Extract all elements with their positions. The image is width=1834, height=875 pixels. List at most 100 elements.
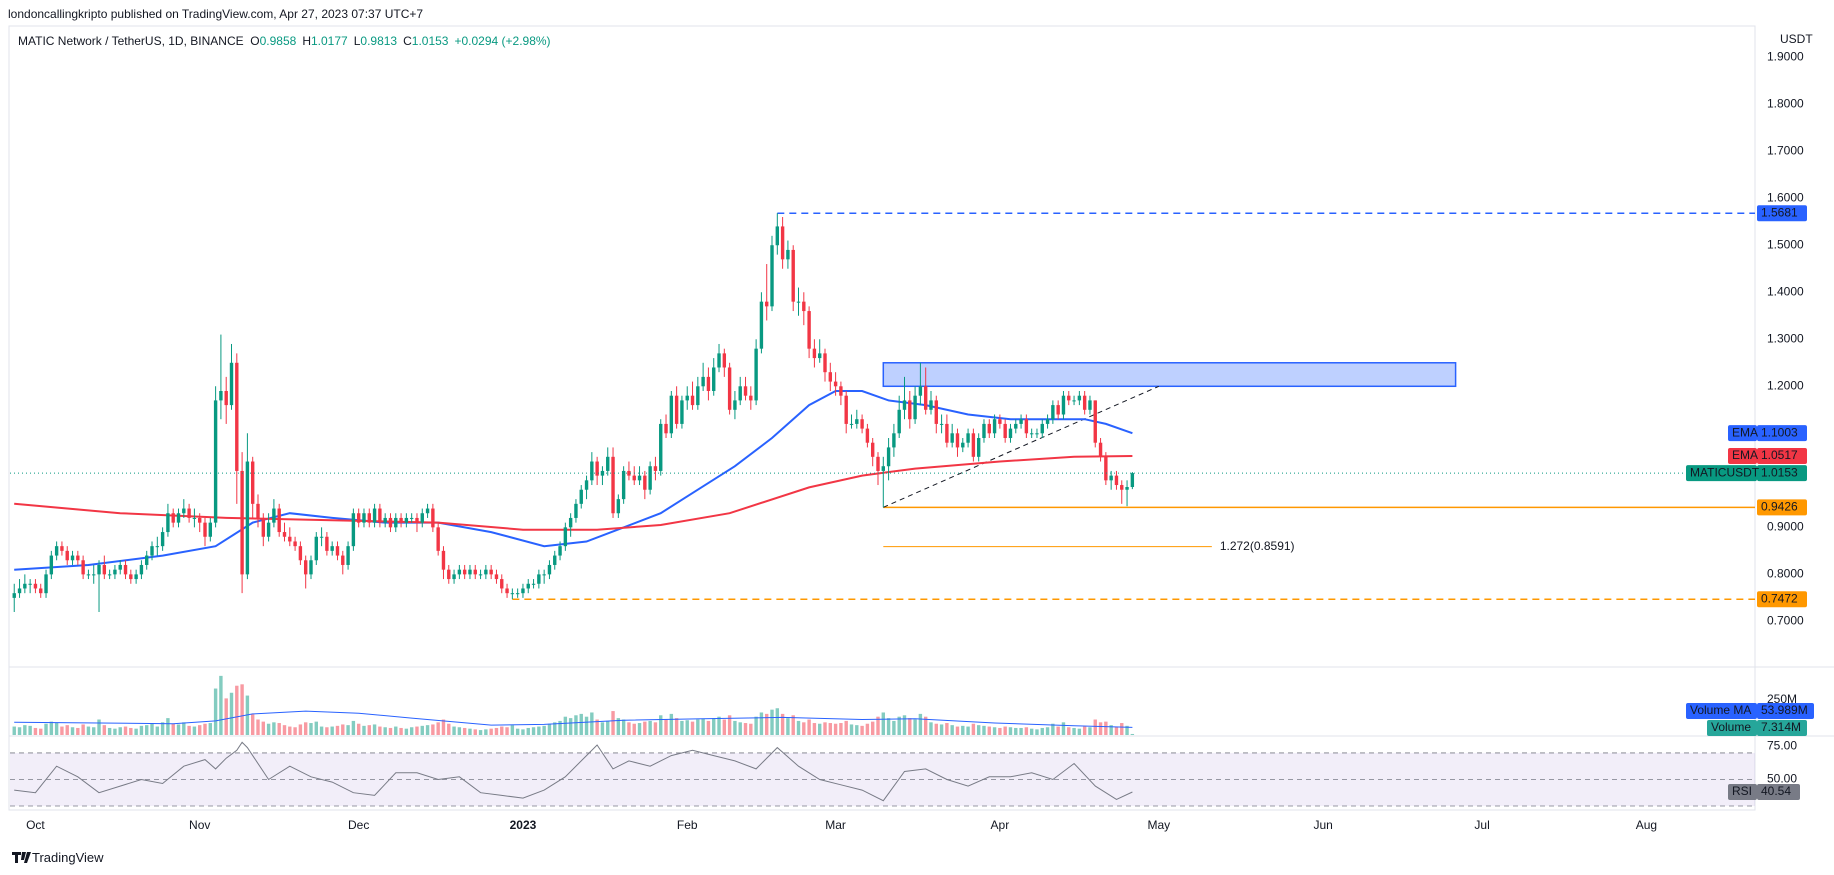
- candle-body: [526, 583, 530, 589]
- candle-body: [277, 508, 281, 533]
- volume-bar: [908, 718, 912, 735]
- volume-bar: [1077, 728, 1082, 735]
- volume-bar: [462, 727, 467, 735]
- candle-body: [256, 503, 260, 518]
- y-tick-label: 1.2000: [1767, 378, 1804, 392]
- volume-bar: [870, 721, 875, 735]
- candle-body: [510, 593, 515, 595]
- candle-body: [823, 353, 827, 373]
- volume-bar: [325, 727, 329, 735]
- candle-body: [934, 400, 938, 424]
- candle-body: [272, 508, 276, 523]
- candle-body: [833, 381, 838, 387]
- candle-body: [802, 301, 806, 312]
- candle-body: [733, 400, 737, 410]
- volume-bar: [372, 724, 377, 735]
- candle-body: [643, 475, 647, 490]
- volume-bar: [611, 711, 615, 735]
- volume-bar: [987, 726, 991, 735]
- volume-bar: [97, 719, 101, 735]
- volume-bar: [828, 723, 833, 735]
- volume-bar: [531, 727, 536, 735]
- candle-body: [12, 593, 16, 598]
- volume-bar: [865, 723, 870, 735]
- volume-bar: [998, 727, 1002, 735]
- candle-body: [107, 574, 112, 576]
- candle-body: [616, 499, 621, 514]
- volume-bar: [277, 723, 281, 735]
- candle-body: [245, 461, 250, 575]
- candle-body: [198, 517, 202, 523]
- volume-bar: [420, 725, 424, 735]
- candle-body: [282, 532, 287, 537]
- x-tick-label: Nov: [189, 818, 210, 832]
- volume-bar: [733, 720, 737, 735]
- volume-bar: [394, 726, 398, 735]
- volume-bar: [404, 728, 409, 735]
- candle-body: [192, 517, 197, 519]
- volume-bar: [288, 726, 292, 735]
- volume-bar: [743, 723, 748, 735]
- candle-body: [81, 560, 85, 575]
- candle-body: [865, 428, 870, 443]
- volume-bar: [685, 720, 689, 735]
- volume-bar: [690, 721, 695, 735]
- candle-body: [955, 433, 960, 448]
- volume-bar: [1098, 722, 1103, 735]
- candle-body: [1067, 395, 1071, 401]
- volume-bar: [892, 720, 896, 735]
- y-tick-label: 1.4000: [1767, 284, 1804, 298]
- logo: [12, 852, 31, 863]
- volume-bar: [160, 722, 165, 735]
- candle-body: [961, 442, 965, 448]
- candle-body: [394, 517, 398, 528]
- candle-body: [568, 517, 573, 528]
- volume-bar: [341, 724, 345, 735]
- x-tick-label: Oct: [26, 818, 45, 832]
- volume-bar: [139, 725, 144, 735]
- volume-bar: [28, 725, 32, 735]
- volume-bar: [982, 725, 986, 735]
- footer: TradingView: [32, 850, 104, 865]
- candle-body: [235, 362, 239, 471]
- candle-body: [1014, 423, 1018, 429]
- candle-body: [945, 423, 949, 443]
- candle-body: [293, 541, 297, 547]
- volume-bar: [92, 727, 96, 735]
- candle-body: [457, 569, 462, 575]
- volume-bar: [976, 725, 981, 735]
- volume-bar: [431, 724, 435, 735]
- candle-body: [160, 532, 165, 547]
- volume-bar: [235, 685, 239, 735]
- volume-ma-badge: 53.989M: [1761, 703, 1808, 717]
- candle-body: [134, 574, 138, 580]
- volume-bar: [568, 718, 573, 735]
- ema-name-badge: EMA: [1732, 425, 1758, 439]
- rsi-value-badge-bg: [1757, 784, 1800, 801]
- volume-bar: [102, 725, 107, 735]
- candle-body: [436, 527, 440, 551]
- candle-body: [17, 588, 22, 594]
- volume-bar: [415, 726, 419, 735]
- volume-bar: [616, 718, 621, 735]
- candle-body: [844, 395, 848, 424]
- volume-bar: [129, 727, 133, 735]
- candle-body: [743, 386, 748, 396]
- volume-bar: [182, 722, 186, 735]
- ema-value-badge-bg: [1757, 448, 1807, 465]
- volume-bar: [701, 718, 705, 735]
- x-tick-label: Mar: [825, 818, 846, 832]
- ema-name-badge-bg: [1728, 425, 1757, 442]
- volume-bar: [632, 723, 636, 735]
- volume-bar: [537, 726, 541, 735]
- level-badge-bg: [1757, 591, 1807, 608]
- x-tick-label: Aug: [1636, 818, 1657, 832]
- y-tick-label: 1.6000: [1767, 190, 1804, 204]
- volume-bar: [224, 698, 228, 735]
- volume-bar: [579, 713, 583, 735]
- volume-bar: [796, 720, 801, 735]
- candle-body: [399, 517, 403, 523]
- volume-badge-bg: [1757, 720, 1807, 736]
- rsi-tick-label: 75.00: [1767, 738, 1797, 752]
- volume-bar: [945, 723, 949, 735]
